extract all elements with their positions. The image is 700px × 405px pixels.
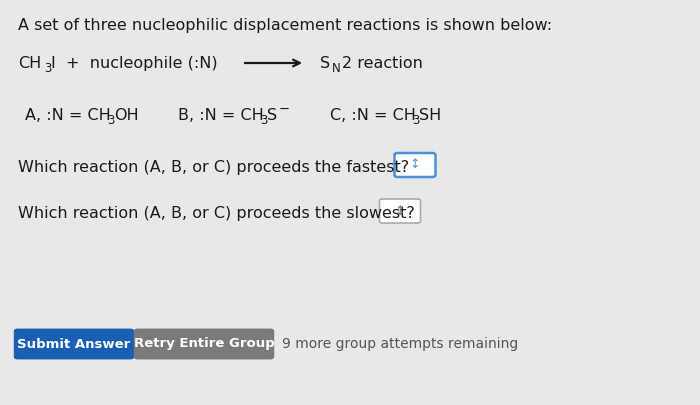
Text: Which reaction (A, B, or C) proceeds the slowest?: Which reaction (A, B, or C) proceeds the… xyxy=(18,206,414,221)
Text: A set of three nucleophilic displacement reactions is shown below:: A set of three nucleophilic displacement… xyxy=(18,18,552,33)
Text: B, :N = CH: B, :N = CH xyxy=(178,108,264,123)
Text: ↕: ↕ xyxy=(395,205,405,217)
Text: 3: 3 xyxy=(44,62,51,75)
Text: N: N xyxy=(332,62,341,75)
Text: C, :N = CH: C, :N = CH xyxy=(330,108,416,123)
Text: 3: 3 xyxy=(412,114,419,127)
Text: S: S xyxy=(320,56,330,71)
FancyBboxPatch shape xyxy=(134,328,274,359)
Text: ↕: ↕ xyxy=(410,158,420,171)
Text: A, :N = CH: A, :N = CH xyxy=(25,108,111,123)
Text: Submit Answer: Submit Answer xyxy=(18,337,131,350)
Text: 3: 3 xyxy=(260,114,267,127)
Text: 9 more group attempts remaining: 9 more group attempts remaining xyxy=(282,337,518,351)
Text: SH: SH xyxy=(419,108,441,123)
Text: Which reaction (A, B, or C) proceeds the fastest?: Which reaction (A, B, or C) proceeds the… xyxy=(18,160,409,175)
Text: −: − xyxy=(279,103,290,116)
FancyBboxPatch shape xyxy=(379,199,421,223)
Text: Retry Entire Group: Retry Entire Group xyxy=(134,337,274,350)
Text: I  +  nucleophile (:N): I + nucleophile (:N) xyxy=(51,56,218,71)
Text: S: S xyxy=(267,108,277,123)
FancyBboxPatch shape xyxy=(395,153,435,177)
Text: CH: CH xyxy=(18,56,41,71)
Text: OH: OH xyxy=(114,108,139,123)
FancyBboxPatch shape xyxy=(14,328,134,359)
Text: 2 reaction: 2 reaction xyxy=(342,56,423,71)
Text: 3: 3 xyxy=(107,114,114,127)
